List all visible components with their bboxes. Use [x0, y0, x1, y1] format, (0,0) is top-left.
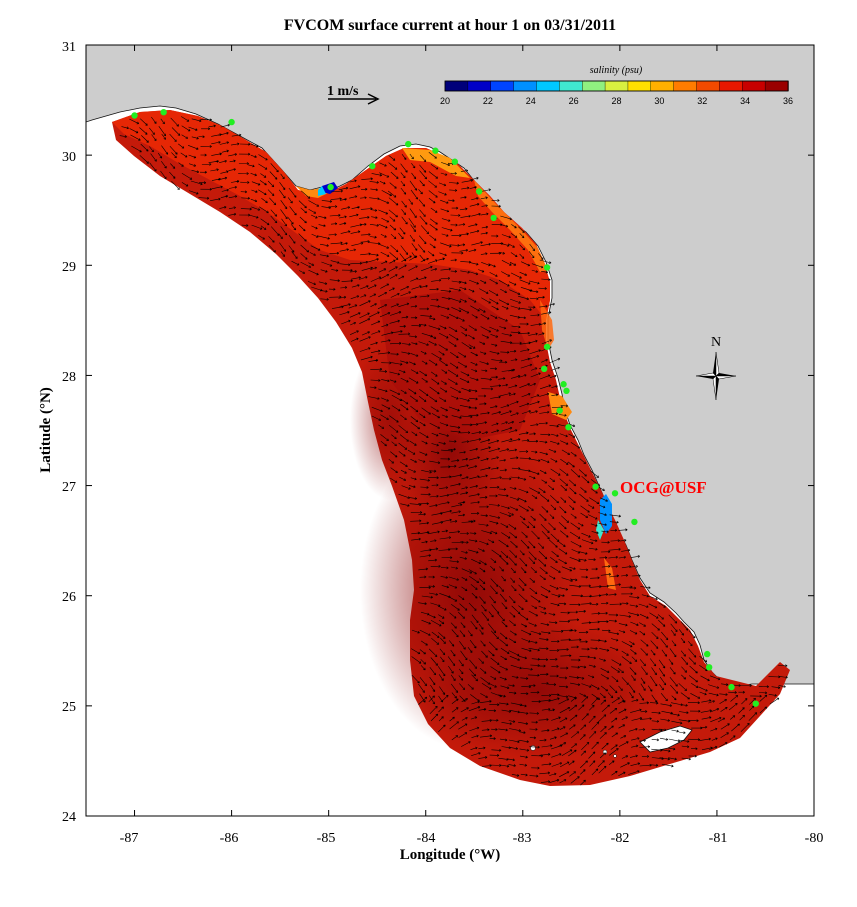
station-marker	[704, 650, 711, 658]
colorbar-tick-label: 32	[697, 96, 707, 106]
x-tick-label: -85	[317, 831, 336, 846]
station-marker	[565, 423, 572, 431]
colorbar-tick-label: 36	[783, 96, 793, 106]
colorbar-cell	[559, 80, 583, 92]
x-tick-label: -86	[220, 831, 239, 846]
station-marker	[611, 490, 619, 497]
north-label: N	[711, 335, 721, 350]
y-tick-label: 27	[62, 480, 76, 495]
x-tick-label: -84	[417, 831, 436, 846]
y-tick-label: 26	[62, 590, 76, 605]
x-axis-label: Longitude (°W)	[400, 847, 501, 863]
colorbar-tick-label: 20	[440, 96, 450, 106]
y-tick-labels: 24 25 26 27 28 29 30 31	[62, 40, 76, 825]
station-marker	[705, 664, 713, 671]
plot-frame	[85, 44, 815, 817]
colorbar-cell	[444, 80, 469, 92]
land-mass	[86, 45, 814, 687]
colorbar-tick-label: 34	[740, 96, 750, 106]
current-vector-field	[119, 116, 788, 786]
y-tick-label: 25	[62, 700, 76, 715]
station-marker	[432, 147, 439, 154]
colorbar-cell	[742, 80, 766, 92]
north-compass-icon: N	[695, 335, 737, 401]
station-marker	[405, 140, 412, 148]
x-tick-label: -80	[805, 831, 824, 846]
x-tick-label: -87	[120, 831, 139, 846]
colorbar-cell	[719, 80, 743, 92]
colorbar-tick-label: 28	[611, 96, 621, 106]
colorbar-tick-label: 24	[526, 96, 536, 106]
x-tick-label: -82	[611, 831, 630, 846]
station-marker	[543, 343, 551, 350]
station-marker	[728, 683, 735, 691]
x-tick-labels: -87 -86 -85 -84 -83 -82 -81 -80	[120, 831, 824, 846]
colorbar-tick-label: 22	[483, 96, 493, 106]
scale-vector: 1 m/s	[327, 84, 380, 105]
axis-ticks	[86, 44, 815, 817]
x-tick-label: -83	[513, 831, 532, 846]
station-marker	[563, 387, 570, 395]
station-marker	[475, 188, 483, 195]
y-tick-label: 30	[62, 150, 76, 165]
scale-vector-label: 1 m/s	[327, 84, 359, 99]
colorbar-cell	[673, 80, 698, 92]
colorbar-cell	[536, 80, 561, 92]
colorbar-cell	[513, 80, 538, 92]
colorbar-cell	[582, 80, 606, 92]
x-tick-label: -81	[709, 831, 728, 846]
station-marker	[228, 118, 235, 126]
colorbar-cell	[696, 80, 721, 92]
brand-label: OCG@USF	[620, 478, 707, 497]
station-marker	[369, 162, 376, 170]
station-markers	[131, 108, 759, 707]
colorbar-cell	[604, 80, 629, 92]
station-marker	[451, 158, 459, 165]
colorbar-cell	[467, 80, 492, 92]
station-marker	[490, 214, 497, 222]
station-marker	[560, 381, 567, 388]
y-tick-label: 28	[62, 370, 76, 385]
salinity-colorbar: salinity (psu) 20 22 24 26 28 30 32 34 36	[440, 65, 793, 106]
y-axis-label: Latitude (°N)	[38, 387, 54, 473]
y-tick-label: 31	[62, 40, 76, 55]
colorbar-tick-label: 30	[654, 96, 664, 106]
station-marker	[131, 112, 138, 119]
y-tick-label: 29	[62, 260, 76, 275]
station-marker	[160, 108, 167, 116]
map-title: FVCOM surface current at hour 1 on 03/31…	[284, 17, 616, 34]
y-tick-label: 24	[62, 810, 76, 825]
colorbar-cell	[764, 80, 789, 92]
colorbar-tick-label: 26	[569, 96, 579, 106]
plot-area	[86, 45, 814, 816]
colorbar-cell	[490, 80, 515, 92]
station-marker	[631, 518, 638, 526]
colorbar-cell	[627, 80, 652, 92]
station-marker	[592, 483, 599, 490]
colorbar-cell	[650, 80, 675, 92]
station-marker	[327, 183, 334, 191]
station-marker	[543, 264, 551, 271]
station-marker	[556, 407, 563, 414]
station-marker	[752, 700, 759, 707]
colorbar-title: salinity (psu)	[590, 65, 643, 76]
station-marker	[540, 365, 548, 373]
